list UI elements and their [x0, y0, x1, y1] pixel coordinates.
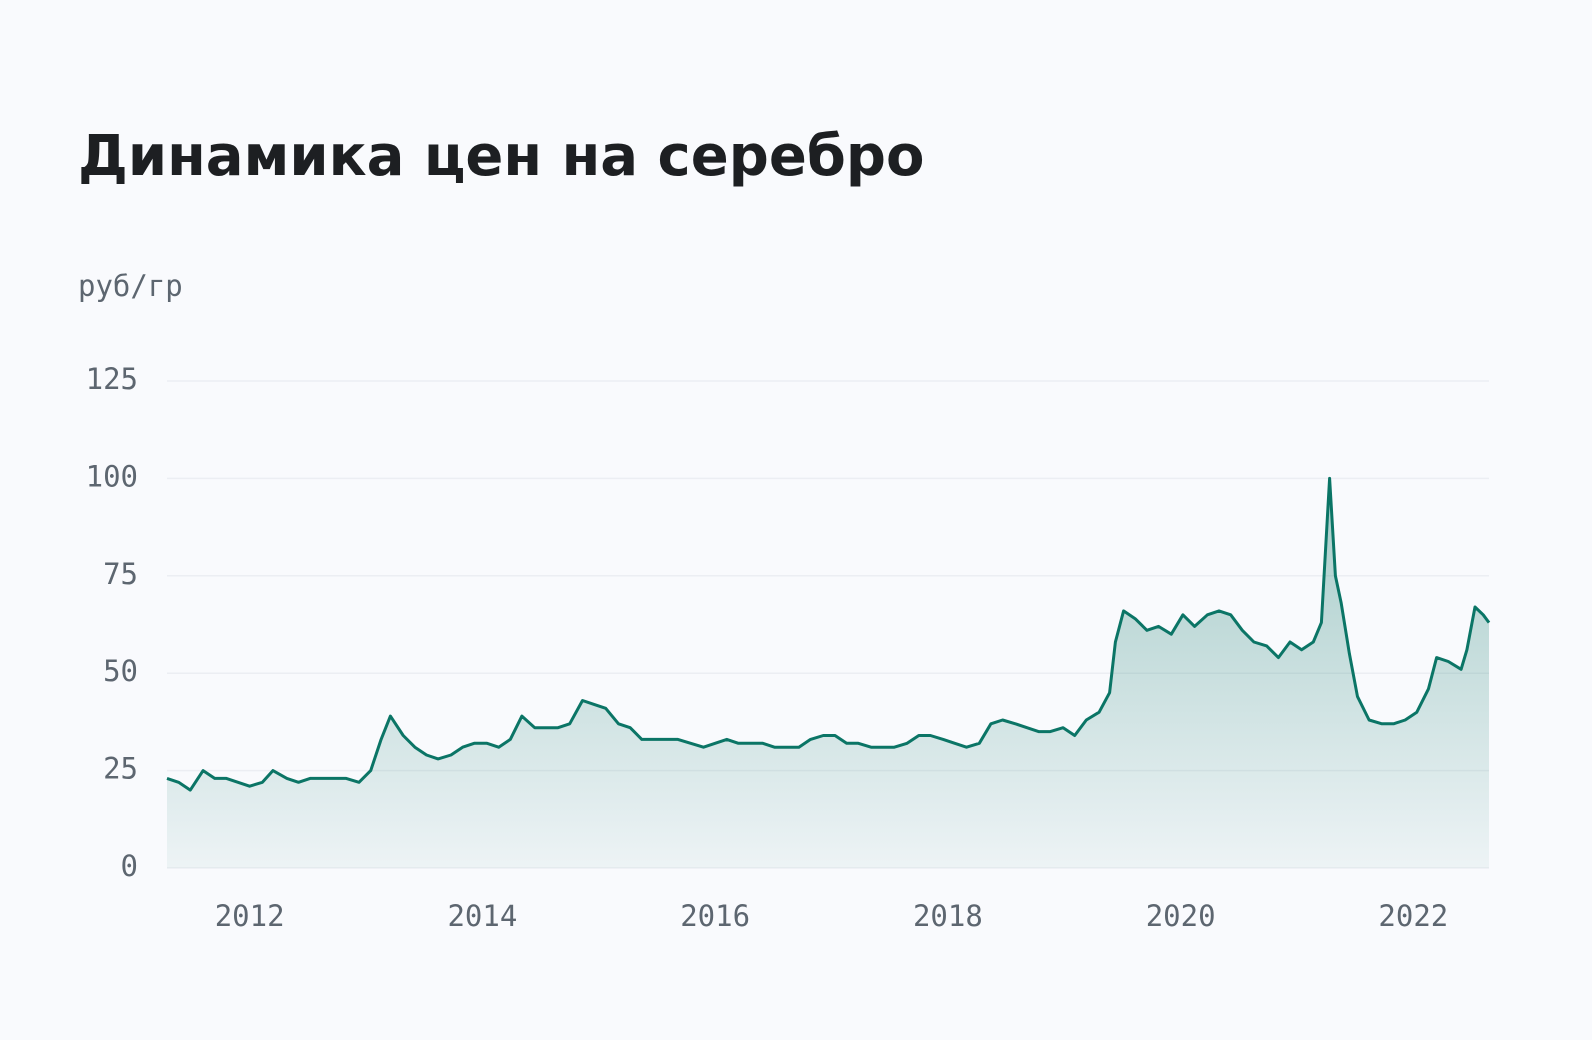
chart-title: Динамика цен на серебро: [78, 124, 924, 189]
y-axis-label: руб/гр: [78, 269, 183, 303]
price-line: [166, 476, 1491, 792]
y-tick-label: 75: [103, 557, 138, 591]
x-tick-label: 2016: [680, 899, 750, 933]
x-tick-label: 2012: [215, 899, 285, 933]
y-tick-label: 0: [121, 849, 138, 883]
y-tick-label: 100: [86, 459, 138, 493]
area-fill: [167, 478, 1489, 868]
y-tick-label: 125: [86, 362, 138, 396]
x-tick-label: 2014: [447, 899, 517, 933]
y-tick-label: 50: [103, 654, 138, 688]
y-tick-label: 25: [103, 752, 138, 786]
x-tick-label: 2018: [913, 899, 983, 933]
x-tick-label: 2020: [1146, 899, 1216, 933]
x-tick-label: 2022: [1378, 899, 1448, 933]
